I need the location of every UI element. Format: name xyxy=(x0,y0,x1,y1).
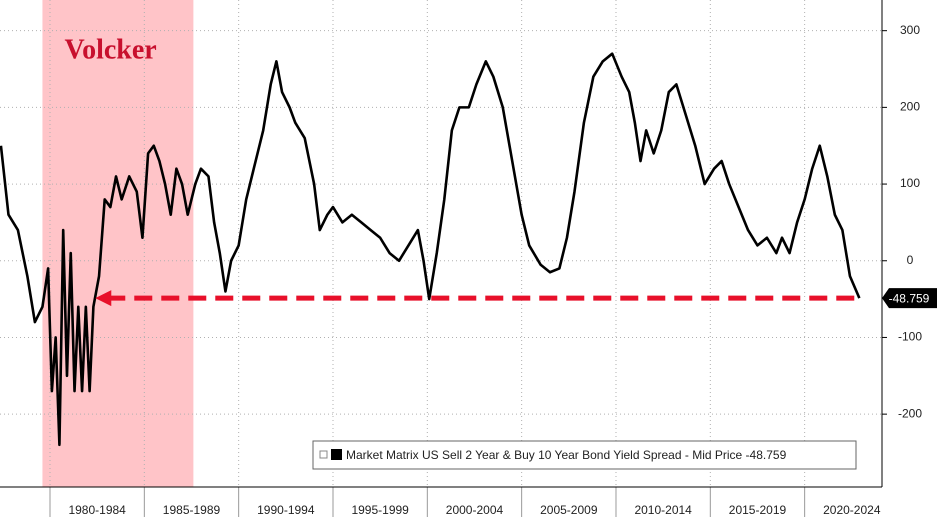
shade-label: Volcker xyxy=(64,34,156,65)
x-tick-label: 2000-2004 xyxy=(446,503,504,517)
y-tick-label: -100 xyxy=(898,330,922,344)
y-tick-label: 100 xyxy=(900,176,920,190)
reference-arrow xyxy=(95,290,112,307)
shaded-region xyxy=(42,0,194,487)
legend-toggle xyxy=(319,450,328,459)
legend-label: Market Matrix US Sell 2 Year & Buy 10 Ye… xyxy=(346,448,787,462)
last-value-label: -48.759 xyxy=(889,291,930,305)
series-line xyxy=(0,52,861,447)
x-tick-label: 2010-2014 xyxy=(634,503,692,517)
y-tick-label: 200 xyxy=(900,100,920,114)
x-tick-label: 1985-1989 xyxy=(163,503,221,517)
x-tick-label: 1980-1984 xyxy=(68,503,126,517)
legend: Market Matrix US Sell 2 Year & Buy 10 Ye… xyxy=(312,440,857,470)
legend-swatch xyxy=(331,449,342,460)
x-tick-label: 1995-1999 xyxy=(351,503,409,517)
x-tick-label: 1990-1994 xyxy=(257,503,315,517)
x-tick-label: 2005-2009 xyxy=(540,503,598,517)
legend-box xyxy=(312,440,857,470)
y-tick-label: 0 xyxy=(907,253,914,267)
x-tick-label: 2020-2024 xyxy=(823,503,881,517)
x-tick-label: 2015-2019 xyxy=(729,503,787,517)
last-value-box xyxy=(882,288,937,309)
y-tick-label: 300 xyxy=(900,23,920,37)
y-tick-label: -200 xyxy=(898,406,922,420)
